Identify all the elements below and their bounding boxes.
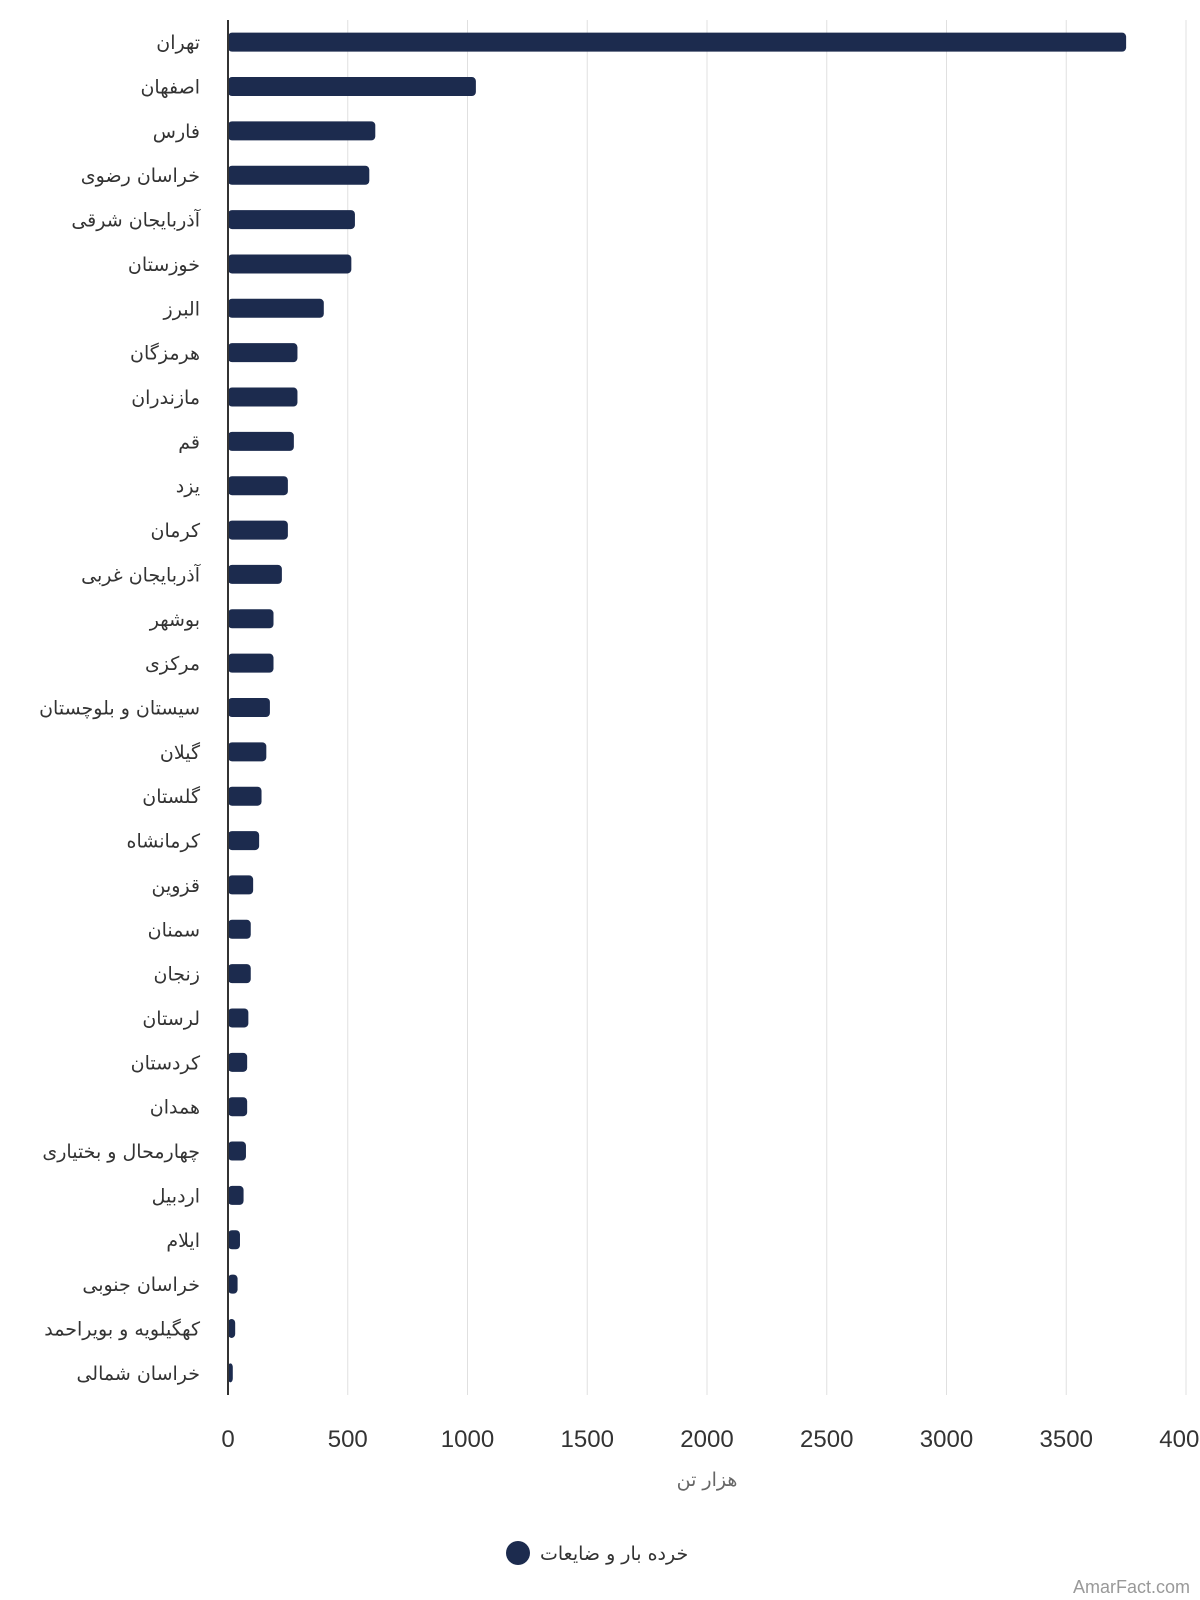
category-label: یزد — [176, 476, 200, 498]
category-label: گلستان — [142, 785, 201, 808]
x-axis-title: هزار تن — [677, 1469, 738, 1491]
bar[interactable] — [228, 1097, 248, 1117]
bar[interactable] — [228, 431, 294, 451]
bar[interactable] — [228, 609, 274, 629]
bar[interactable] — [228, 1274, 238, 1294]
x-tick-label: 3500 — [1040, 1426, 1093, 1453]
category-label: البرز — [163, 298, 200, 320]
category-label: چهارمحال و بختیاری — [42, 1141, 200, 1163]
category-label: هرمزگان — [130, 342, 200, 365]
x-tick-label: 3000 — [920, 1426, 973, 1453]
bars — [228, 32, 1127, 1383]
bar[interactable] — [228, 476, 288, 496]
bar[interactable] — [228, 254, 352, 274]
legend[interactable]: خرده بار و ضایعات — [506, 1541, 688, 1565]
bar[interactable] — [228, 1008, 249, 1028]
x-tick-label: 1500 — [561, 1426, 614, 1453]
bar[interactable] — [228, 520, 288, 540]
bar[interactable] — [228, 653, 274, 673]
category-label: فارس — [153, 121, 200, 143]
bar[interactable] — [228, 875, 254, 895]
bar[interactable] — [228, 1052, 248, 1072]
bar[interactable] — [228, 1318, 236, 1338]
category-label: ایلام — [166, 1230, 200, 1252]
bar[interactable] — [228, 1363, 233, 1383]
bar[interactable] — [228, 165, 370, 185]
category-label: خوزستان — [128, 254, 200, 276]
bar[interactable] — [228, 121, 376, 141]
x-tick-label: 500 — [328, 1426, 368, 1453]
bar[interactable] — [228, 742, 267, 762]
bar[interactable] — [228, 919, 251, 939]
category-label: مرکزی — [145, 653, 200, 675]
bar[interactable] — [228, 564, 282, 584]
category-label: مازندران — [131, 387, 200, 409]
category-label: اصفهان — [140, 77, 200, 99]
bar[interactable] — [228, 298, 324, 318]
category-label: سیستان و بلوچستان — [39, 698, 200, 720]
bar[interactable] — [228, 1185, 244, 1205]
category-label: کهگیلویه و بویراحمد — [44, 1317, 201, 1340]
category-label: همدان — [150, 1097, 200, 1119]
category-label: قزوین — [152, 875, 201, 897]
bar[interactable] — [228, 1141, 246, 1161]
legend-label[interactable]: خرده بار و ضایعات — [540, 1543, 688, 1565]
category-label: آذربایجان غربی — [81, 562, 201, 586]
category-label: سمنان — [148, 919, 200, 941]
x-tick-labels: 0 500 1000 1500 2000 2500 3000 3500 4000 — [221, 1426, 1200, 1453]
bar[interactable] — [228, 1230, 240, 1250]
bar[interactable] — [228, 698, 270, 717]
category-label: زنجان — [154, 964, 200, 986]
category-label: اردبیل — [152, 1185, 200, 1207]
category-label: خراسان رضوی — [81, 165, 200, 187]
gridlines — [347, 20, 1187, 1395]
category-label: خراسان جنوبی — [82, 1274, 200, 1296]
watermark[interactable]: AmarFact.com — [1073, 1577, 1190, 1597]
category-label: کردستان — [131, 1052, 201, 1074]
bar[interactable] — [228, 831, 260, 851]
category-label: قم — [178, 431, 200, 453]
x-tick-label: 0 — [221, 1426, 234, 1453]
category-label: بوشهر — [149, 609, 200, 631]
category-labels: تهران اصفهان فارس خراسان رضوی آذربایجان شرقی… — [39, 32, 201, 1385]
x-tick-label: 4000 — [1159, 1426, 1200, 1453]
category-label: گیلان — [160, 741, 201, 764]
legend-marker[interactable] — [506, 1541, 530, 1565]
bar[interactable] — [228, 210, 355, 230]
bar[interactable] — [228, 32, 1127, 52]
bar[interactable] — [228, 786, 262, 806]
category-label: آذربایجان شرقی — [71, 208, 200, 232]
x-tick-label: 2500 — [800, 1426, 853, 1453]
category-label: تهران — [156, 32, 200, 54]
category-label: کرمان — [151, 520, 201, 542]
bar[interactable] — [228, 964, 251, 984]
category-label: کرمانشاه — [127, 831, 201, 853]
category-label: خراسان شمالی — [76, 1363, 200, 1385]
x-tick-label: 1000 — [441, 1426, 494, 1453]
bar[interactable] — [228, 77, 476, 97]
x-tick-label: 2000 — [680, 1426, 733, 1453]
bar[interactable] — [228, 387, 298, 407]
bar[interactable] — [228, 343, 298, 363]
category-label: لرستان — [142, 1008, 200, 1030]
